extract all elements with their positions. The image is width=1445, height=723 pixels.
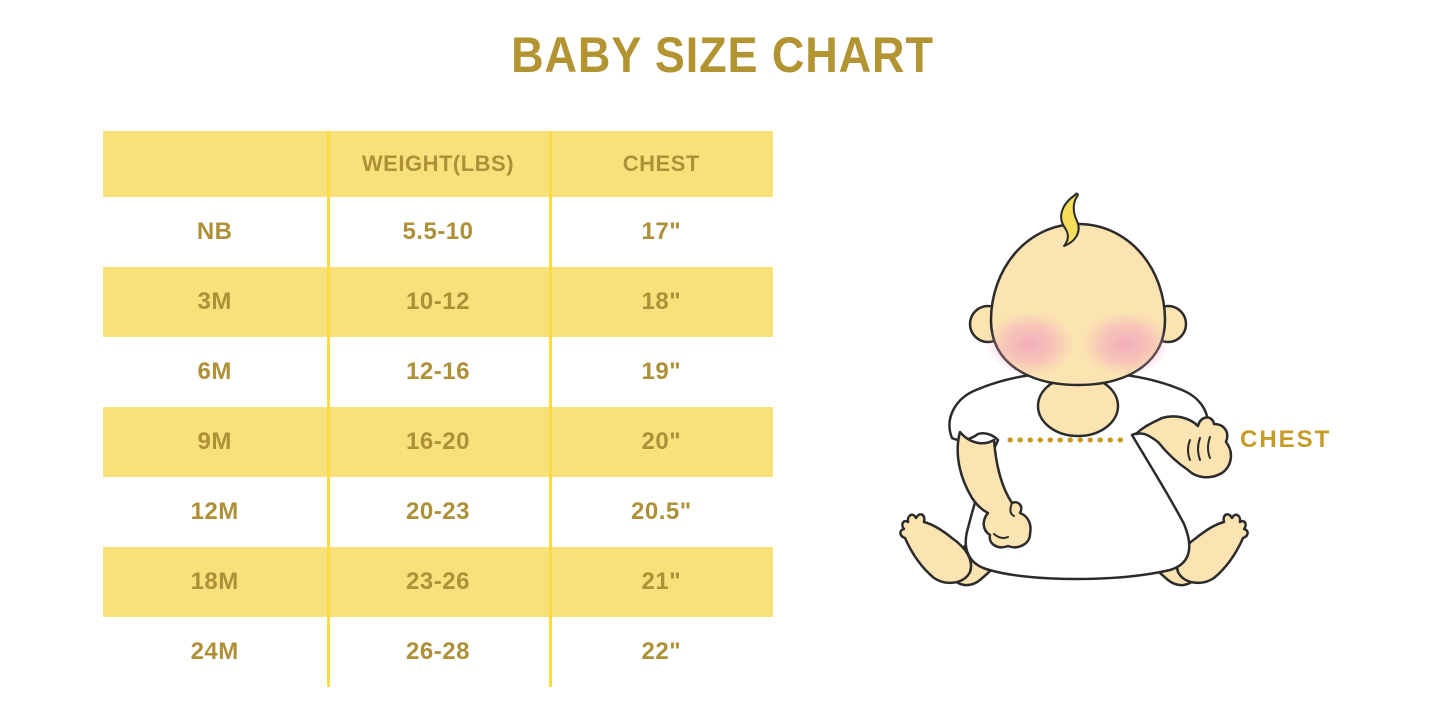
chest-measurement-label: CHEST xyxy=(1240,426,1332,453)
chest-cell: 21" xyxy=(641,568,682,595)
weight-cell: 16-20 xyxy=(406,428,470,455)
size-cell: 24M xyxy=(190,638,239,665)
baby-left-arm xyxy=(956,430,1032,549)
column-divider xyxy=(549,131,552,687)
size-cell: 12M xyxy=(190,498,239,525)
chest-cell: 22" xyxy=(641,638,682,665)
header-weight-cell: WEIGHT(LBS) xyxy=(361,151,515,176)
chest-cell: 18" xyxy=(641,288,682,315)
hair-curl-icon xyxy=(1060,192,1080,247)
table-row: 24M 26-28 22" xyxy=(103,617,773,687)
table-row: 6M 12-16 19" xyxy=(103,337,773,407)
weight-cell: 26-28 xyxy=(406,638,470,665)
left-hand-creases xyxy=(993,502,1015,539)
header-chest-cell: CHEST xyxy=(622,151,700,176)
size-cell: NB xyxy=(196,218,233,245)
weight-cell: 12-16 xyxy=(406,358,470,385)
size-cell: 18M xyxy=(190,568,239,595)
size-cell: 3M xyxy=(197,288,232,315)
baby-right-arm xyxy=(1134,415,1233,479)
left-cheek xyxy=(986,312,1074,376)
size-cell: 9M xyxy=(197,428,232,455)
page-title: BABY SIZE CHART xyxy=(511,27,934,83)
table-row: NB 5.5-10 17" xyxy=(103,197,773,267)
weight-cell: 20-23 xyxy=(406,498,470,525)
chest-cell: 20" xyxy=(641,428,682,455)
size-table: WEIGHT(LBS) CHEST NB 5.5-10 17" 3M 10-12… xyxy=(103,131,773,687)
table-row: 18M 23-26 21" xyxy=(103,547,773,617)
baby-illustration xyxy=(899,192,1249,587)
weight-cell: 10-12 xyxy=(406,288,470,315)
right-fist-knuckles xyxy=(1187,436,1211,461)
header-size-cell xyxy=(103,131,326,197)
weight-cell: 5.5-10 xyxy=(402,218,474,245)
table-header-row: WEIGHT(LBS) CHEST xyxy=(103,131,773,197)
chest-cell: 17" xyxy=(641,218,682,245)
chest-cell: 19" xyxy=(641,358,682,385)
column-divider xyxy=(327,131,330,687)
table-row: 3M 10-12 18" xyxy=(103,267,773,337)
table-row: 12M 20-23 20.5" xyxy=(103,477,773,547)
chest-cell: 20.5" xyxy=(631,498,692,525)
size-cell: 6M xyxy=(197,358,232,385)
right-foot xyxy=(1175,513,1249,585)
right-cheek xyxy=(1082,312,1170,376)
weight-cell: 23-26 xyxy=(406,568,470,595)
left-foot xyxy=(899,513,973,585)
table-row: 9M 16-20 20" xyxy=(103,407,773,477)
